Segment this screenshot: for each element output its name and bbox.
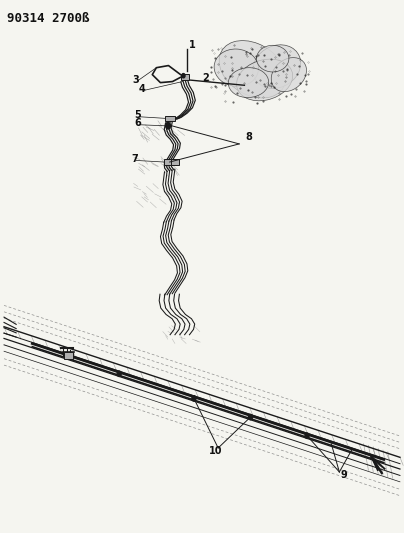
Circle shape — [248, 415, 252, 420]
Bar — [181, 74, 189, 80]
Bar — [64, 352, 73, 359]
Circle shape — [305, 433, 309, 438]
Ellipse shape — [253, 45, 301, 88]
Text: 9: 9 — [340, 470, 347, 480]
Bar — [165, 116, 175, 121]
Ellipse shape — [257, 45, 289, 72]
Bar — [171, 159, 179, 165]
Ellipse shape — [271, 58, 307, 92]
Circle shape — [166, 123, 170, 129]
Text: 1: 1 — [189, 40, 196, 50]
Text: 10: 10 — [209, 446, 223, 456]
Text: 4: 4 — [138, 84, 145, 94]
Ellipse shape — [237, 59, 292, 101]
Text: 5: 5 — [134, 110, 141, 120]
Ellipse shape — [228, 68, 269, 98]
Ellipse shape — [219, 41, 286, 98]
Text: 3: 3 — [133, 75, 139, 85]
Circle shape — [117, 371, 121, 376]
Bar — [164, 159, 174, 165]
Text: 7: 7 — [131, 154, 138, 164]
Text: 6: 6 — [134, 118, 141, 128]
Text: 90314 2700ß: 90314 2700ß — [7, 12, 90, 25]
Text: 8: 8 — [246, 132, 252, 142]
Circle shape — [182, 74, 185, 78]
Ellipse shape — [214, 49, 259, 86]
Circle shape — [192, 395, 196, 401]
Text: 2: 2 — [202, 73, 209, 83]
